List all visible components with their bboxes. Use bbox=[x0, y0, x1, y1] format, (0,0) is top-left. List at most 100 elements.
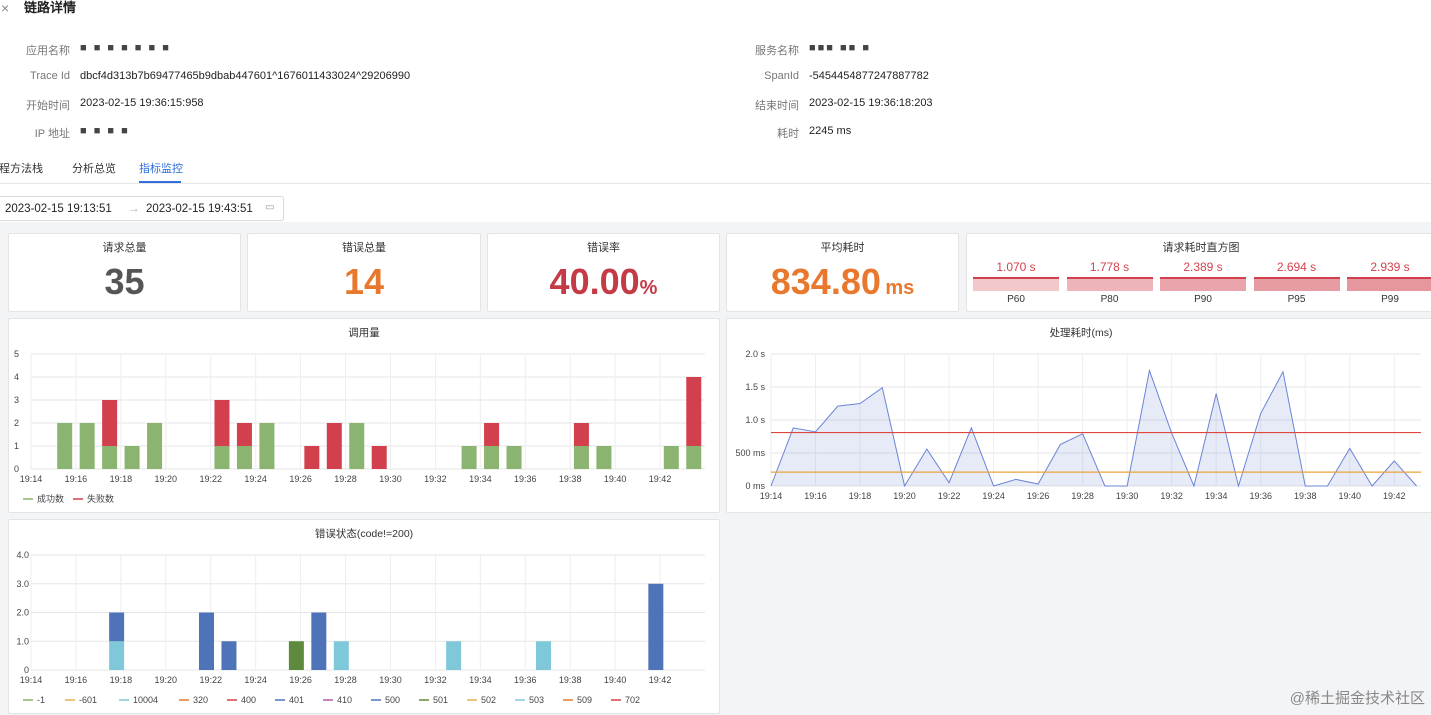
legend-label: -601 bbox=[79, 695, 97, 705]
error-bar-500 bbox=[221, 641, 236, 670]
percentile-value: 1.778 s bbox=[1067, 260, 1153, 274]
error-bar-10004 bbox=[446, 641, 461, 670]
x-tick-label: 19:38 bbox=[559, 675, 582, 685]
end-label: 结束时间 bbox=[729, 97, 799, 113]
calendar-icon[interactable]: ▭ bbox=[265, 202, 274, 213]
success-bar bbox=[596, 446, 611, 469]
close-icon[interactable]: × bbox=[1, 0, 13, 16]
percentile-value: 2.389 s bbox=[1160, 260, 1246, 274]
fail-bar bbox=[372, 446, 387, 469]
y-tick-label: 1 bbox=[14, 441, 19, 451]
total-errors-title: 错误总量 bbox=[248, 239, 480, 255]
avg-latency-value: 834.80 bbox=[771, 261, 881, 302]
y-tick-label: 1.5 s bbox=[745, 382, 765, 392]
x-tick-label: 19:24 bbox=[244, 675, 267, 685]
y-tick-label: 3 bbox=[14, 395, 19, 405]
tab-analysis[interactable]: 分析总览 bbox=[72, 160, 116, 176]
x-tick-label: 19:34 bbox=[469, 675, 492, 685]
success-bar bbox=[686, 446, 701, 469]
success-bar bbox=[102, 446, 117, 469]
span-row: SpanId -5454454877247887782 bbox=[729, 70, 1429, 86]
x-tick-label: 19:32 bbox=[424, 675, 447, 685]
success-bar bbox=[80, 423, 95, 469]
legend-label: 失败数 bbox=[87, 493, 114, 504]
x-tick-label: 19:14 bbox=[760, 491, 783, 501]
x-tick-label: 19:40 bbox=[604, 474, 627, 484]
range-end[interactable]: 2023-02-15 19:43:51 bbox=[146, 203, 253, 215]
span-value: -5454454877247887782 bbox=[809, 70, 929, 82]
error-rate-card: 错误率 40.00% bbox=[487, 233, 720, 312]
y-tick-label: 0 bbox=[24, 665, 29, 675]
percentile-label: P95 bbox=[1254, 294, 1340, 305]
x-tick-label: 19:22 bbox=[938, 491, 961, 501]
avg-latency-unit: ms bbox=[885, 277, 914, 299]
total-requests-title: 请求总量 bbox=[9, 239, 240, 255]
start-row: 开始时间 2023-02-15 19:36:15:958 bbox=[0, 97, 700, 113]
tab-metrics[interactable]: 指标监控 bbox=[139, 160, 183, 176]
total-requests-value: 35 bbox=[9, 261, 240, 303]
service-value: ■■■ ■■ ■ bbox=[809, 42, 871, 54]
app-name-label: 应用名称 bbox=[0, 42, 70, 58]
x-tick-label: 19:24 bbox=[244, 474, 267, 484]
legend-label: 503 bbox=[529, 695, 544, 705]
x-tick-label: 19:18 bbox=[849, 491, 872, 501]
active-tab-indicator bbox=[139, 181, 181, 183]
percentile-bar bbox=[1347, 277, 1431, 291]
range-start[interactable]: 2023-02-15 19:13:51 bbox=[5, 203, 112, 215]
x-tick-label: 19:34 bbox=[469, 474, 492, 484]
y-tick-label: 2.0 bbox=[16, 608, 29, 618]
success-bar bbox=[507, 446, 522, 469]
x-tick-label: 19:36 bbox=[514, 675, 537, 685]
trace-value: dbcf4d313b7b69477465b9dbab447601^1676011… bbox=[80, 70, 410, 82]
x-tick-label: 19:20 bbox=[155, 474, 178, 484]
success-bar bbox=[484, 446, 499, 469]
legend-label: 成功数 bbox=[37, 493, 64, 504]
legend-label: 500 bbox=[385, 695, 400, 705]
x-tick-label: 19:34 bbox=[1205, 491, 1228, 501]
percentile-label: P60 bbox=[973, 294, 1059, 305]
error-rate-display: 40.00% bbox=[488, 261, 719, 303]
legend-label: 509 bbox=[577, 695, 592, 705]
tab-bar: 进程方法栈 分析总览 指标监控 bbox=[0, 152, 1431, 184]
y-tick-label: 1.0 bbox=[16, 636, 29, 646]
start-label: 开始时间 bbox=[0, 97, 70, 113]
legend-label: 502 bbox=[481, 695, 496, 705]
avg-latency-display: 834.80 ms bbox=[727, 261, 958, 303]
error-bar-501 bbox=[289, 641, 304, 670]
y-tick-label: 3.0 bbox=[16, 579, 29, 589]
success-bar bbox=[462, 446, 477, 469]
error-bar-10004 bbox=[334, 641, 349, 670]
x-tick-label: 19:42 bbox=[649, 675, 672, 685]
tab-method-stack[interactable]: 进程方法栈 bbox=[0, 160, 43, 176]
y-tick-label: 5 bbox=[14, 349, 19, 359]
percentile-bar bbox=[1254, 277, 1340, 291]
date-range-picker[interactable]: 2023-02-15 19:13:51 → 2023-02-15 19:43:5… bbox=[0, 196, 284, 221]
x-tick-label: 19:26 bbox=[1027, 491, 1050, 501]
fail-bar bbox=[327, 423, 342, 469]
legend-label: 410 bbox=[337, 695, 352, 705]
cost-label: 耗时 bbox=[729, 125, 799, 141]
error-rate-unit: % bbox=[640, 277, 658, 299]
x-tick-label: 19:16 bbox=[804, 491, 827, 501]
legend-label: 320 bbox=[193, 695, 208, 705]
x-tick-label: 19:32 bbox=[1160, 491, 1183, 501]
total-errors-value: 14 bbox=[248, 261, 480, 303]
error-rate-value: 40.00 bbox=[550, 261, 640, 302]
avg-latency-title: 平均耗时 bbox=[727, 239, 958, 255]
service-label: 服务名称 bbox=[729, 42, 799, 58]
service-row: 服务名称 ■■■ ■■ ■ bbox=[729, 42, 1429, 58]
end-value: 2023-02-15 19:36:18:203 bbox=[809, 97, 933, 109]
cost-value: 2245 ms bbox=[809, 125, 851, 137]
x-tick-label: 19:18 bbox=[110, 474, 133, 484]
error-bar-10004 bbox=[109, 641, 124, 670]
ip-label: IP 地址 bbox=[0, 125, 70, 141]
